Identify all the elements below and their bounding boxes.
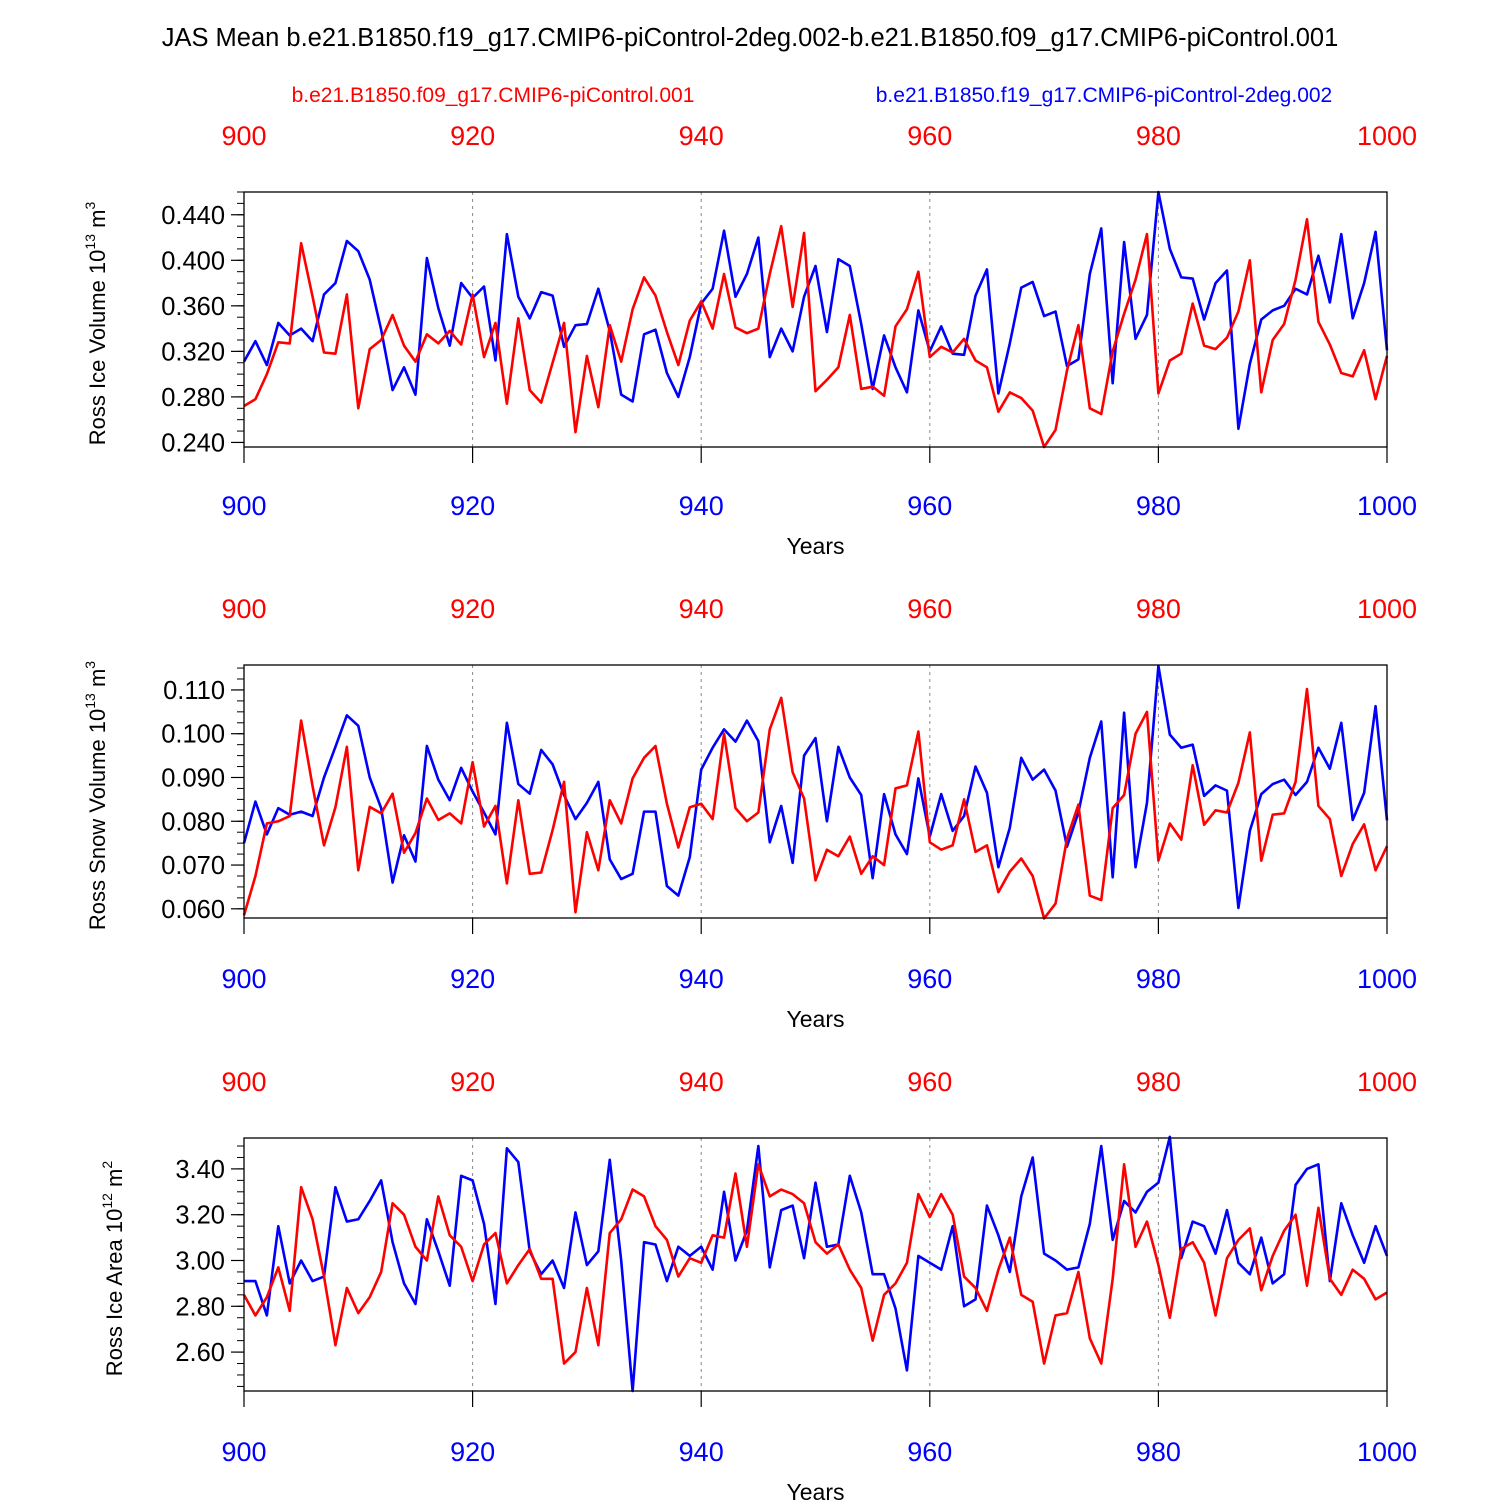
panel-3: 2.60 2.80 3.00 3.20 3.40 900 900 920 920 940 940 96… <box>99 1067 1417 1505</box>
x-tick-label-top: 1000 <box>1357 594 1417 624</box>
y-tick-label: 3.20 <box>175 1202 225 1230</box>
x-tick-label-top: 900 <box>221 1067 266 1097</box>
legend-red-label: b.e21.B1850.f09_g17.CMIP6-piControl.001 <box>292 84 695 107</box>
y-axis-label-superscript: 2 <box>99 1161 115 1169</box>
y-tick-label: 0.440 <box>161 202 225 230</box>
x-axis-label: Years <box>787 1479 845 1500</box>
x-tick-label-bottom: 940 <box>679 491 724 521</box>
x-tick-label-bottom: 980 <box>1136 1437 1181 1467</box>
y-axis-label: Ross Ice Area 1012 m2 <box>99 1161 127 1377</box>
y-axis-label-part: m <box>85 210 110 234</box>
x-tick-label-bottom: 940 <box>679 1437 724 1467</box>
x-tick-label-bottom: 980 <box>1136 964 1181 994</box>
y-axis-label-part: Ross Ice Area 10 <box>102 1209 127 1377</box>
x-tick-label-top: 980 <box>1136 1067 1181 1097</box>
x-tick-label-bottom: 1000 <box>1357 1437 1417 1467</box>
x-tick-label-bottom: 960 <box>907 1437 952 1467</box>
y-axis-label-part: Ross Snow Volume 10 <box>85 709 110 930</box>
x-tick-label-top: 980 <box>1136 121 1181 151</box>
y-tick-label: 0.080 <box>161 808 225 836</box>
y-axis-label-superscript: 3 <box>82 661 98 669</box>
legend-blue-label: b.e21.B1850.f19_g17.CMIP6-piControl-2deg… <box>876 84 1332 107</box>
y-axis-label-superscript: 12 <box>99 1193 115 1209</box>
y-tick-label: 0.320 <box>161 338 225 366</box>
y-axis-label-superscript: 3 <box>82 202 98 210</box>
y-tick-label: 2.80 <box>175 1293 225 1321</box>
panel-2: 0.060 0.070 0.080 0.090 0.100 0.110 900 900 920 9… <box>82 594 1417 1032</box>
plot-frame <box>243 1137 1388 1392</box>
y-tick-label: 0.280 <box>161 384 225 412</box>
x-tick-label-top: 900 <box>221 594 266 624</box>
x-tick-label-top: 940 <box>679 121 724 151</box>
series-line-blue <box>244 1135 1389 1393</box>
series-line-red <box>242 1163 1388 1365</box>
series-line-blue <box>242 190 1389 431</box>
x-tick-label-bottom: 920 <box>450 491 495 521</box>
x-tick-label-top: 980 <box>1136 594 1181 624</box>
x-tick-label-bottom: 960 <box>907 491 952 521</box>
x-axis-label: Years <box>787 533 845 559</box>
x-tick-label-bottom: 1000 <box>1357 491 1417 521</box>
y-axis-label-superscript: 13 <box>82 234 98 250</box>
x-tick-label-bottom: 980 <box>1136 491 1181 521</box>
x-tick-label-top: 940 <box>679 594 724 624</box>
x-tick-label-bottom: 960 <box>907 964 952 994</box>
x-tick-label-top: 940 <box>679 1067 724 1097</box>
series-line-red <box>242 687 1389 920</box>
y-tick-label: 0.100 <box>161 721 225 749</box>
x-tick-label-top: 960 <box>907 1067 952 1097</box>
x-tick-label-top: 1000 <box>1357 121 1417 151</box>
y-axis-label-part: m <box>102 1169 127 1193</box>
y-tick-label: 0.110 <box>163 677 225 705</box>
x-axis-label: Years <box>787 1006 845 1032</box>
y-tick-label: 0.070 <box>161 852 225 880</box>
y-tick-label: 0.090 <box>161 764 225 792</box>
plot-frame <box>243 191 1388 448</box>
y-axis-label: Ross Snow Volume 1013 m3 <box>82 661 110 930</box>
y-axis-label-superscript: 13 <box>82 693 98 709</box>
panel-1: 0.240 0.280 0.320 0.360 0.400 0.440 900 900 920 9… <box>82 121 1417 559</box>
y-tick-label: 0.240 <box>161 429 225 457</box>
x-tick-label-bottom: 920 <box>450 1437 495 1467</box>
x-tick-label-top: 960 <box>907 594 952 624</box>
x-tick-label-top: 960 <box>907 121 952 151</box>
x-tick-label-bottom: 1000 <box>1357 964 1417 994</box>
y-axis-label: Ross Ice Volume 1013 m3 <box>82 202 110 446</box>
y-tick-label: 0.360 <box>161 293 225 321</box>
y-tick-label: 3.40 <box>175 1156 225 1184</box>
y-tick-label: 0.400 <box>161 247 225 275</box>
series-line-red <box>243 218 1389 449</box>
x-tick-label-bottom: 900 <box>221 491 266 521</box>
chart-title: JAS Mean b.e21.B1850.f19_g17.CMIP6-piCon… <box>162 24 1339 52</box>
y-axis-label-part: Ross Ice Volume 10 <box>85 250 110 446</box>
x-tick-label-bottom: 920 <box>450 964 495 994</box>
plot-frame <box>243 664 1388 919</box>
x-tick-label-top: 900 <box>221 121 266 151</box>
y-tick-label: 2.60 <box>175 1339 225 1367</box>
x-tick-label-top: 1000 <box>1357 1067 1417 1097</box>
x-tick-label-bottom: 900 <box>221 1437 266 1467</box>
y-tick-label: 0.060 <box>161 896 225 924</box>
x-tick-label-top: 920 <box>450 121 495 151</box>
x-tick-label-top: 920 <box>450 1067 495 1097</box>
series-line-blue <box>242 664 1389 910</box>
x-tick-label-bottom: 900 <box>221 964 266 994</box>
y-axis-label-part: m <box>85 669 110 693</box>
x-tick-label-bottom: 940 <box>679 964 724 994</box>
y-tick-label: 3.00 <box>175 1247 225 1275</box>
x-tick-label-top: 920 <box>450 594 495 624</box>
